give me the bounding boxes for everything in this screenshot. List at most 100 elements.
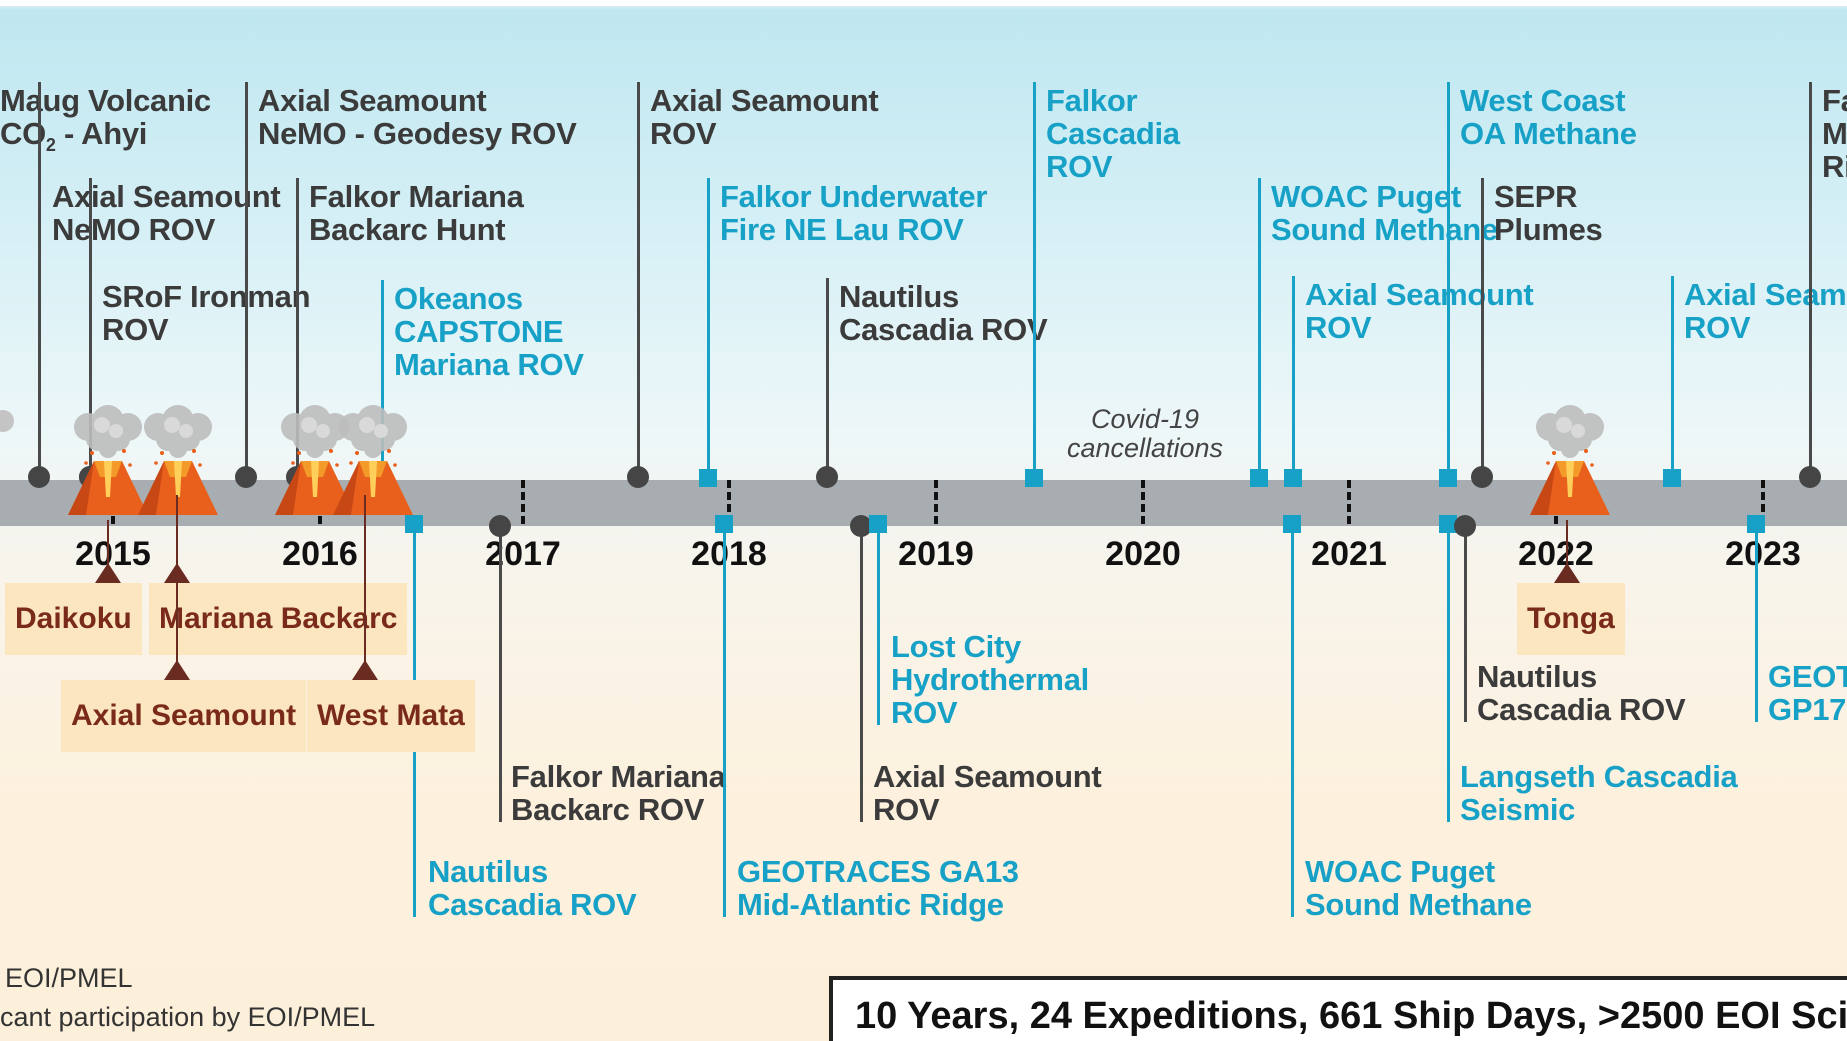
event-label-above-8: Nautilus Cascadia ROV xyxy=(839,280,1048,347)
event-label-line: Cascadia ROV xyxy=(1477,692,1686,727)
co2-subscript: 2 xyxy=(45,135,56,156)
legend-ship-led: EOI/PMEL xyxy=(5,963,133,993)
event-label-above-12: West Coast OA Methane xyxy=(1460,84,1637,150)
event-label-line: Maug Volcanic xyxy=(0,83,211,118)
event-label-below-1: Falkor Mariana Backarc ROV xyxy=(511,760,726,826)
event-label-line: Sound Methane xyxy=(1271,212,1498,247)
other-marker xyxy=(715,515,733,533)
event-label-line: Sound Methane xyxy=(1305,887,1532,922)
eruption-stem-3 xyxy=(364,495,366,664)
event-label-above-9: Falkor Cascadia ROV xyxy=(1046,84,1180,183)
event-label-line: GEOTRACES GA13 xyxy=(737,854,1019,889)
year-tick-2023 xyxy=(1761,480,1765,524)
other-marker xyxy=(869,515,887,533)
event-label-below-0: Nautilus Cascadia ROV xyxy=(428,854,637,922)
other-marker xyxy=(1250,469,1268,487)
event-label-above-11: Axial Seamount ROV xyxy=(1305,277,1534,344)
other-marker xyxy=(1439,469,1457,487)
event-label-line: Fire NE Lau ROV xyxy=(720,212,964,247)
volcano-icon xyxy=(138,405,218,515)
event-stem-below-6 xyxy=(1447,526,1450,822)
event-stem-above-13 xyxy=(1481,178,1484,480)
year-tick-2017 xyxy=(521,480,525,524)
event-label-line: Falkor Underwater xyxy=(720,179,988,214)
event-label-line: NeMO - Geodesy ROV xyxy=(258,116,577,151)
event-label-line: ROV xyxy=(891,695,958,730)
ship-marker xyxy=(1799,466,1821,488)
event-label-line: Mid-Atlantic Ridge xyxy=(737,887,1004,922)
volcano-icon xyxy=(68,405,148,515)
event-label-above-3: Axial Seamount NeMO - Geodesy ROV xyxy=(258,84,577,151)
eruption-label-2: Axial Seamount xyxy=(61,680,307,752)
event-label-line: OA Methane xyxy=(1460,116,1637,151)
eruption-stem-4 xyxy=(1566,520,1568,567)
event-label-line: Axial Seamount xyxy=(650,83,879,118)
event-label-line: Axial Seamount xyxy=(1305,277,1534,312)
event-label-above-14: Axial Seamo ROV xyxy=(1684,278,1847,344)
event-label-line: Falkor Mariana xyxy=(511,759,726,794)
event-label-line: Axial Seamount xyxy=(873,759,1102,794)
event-stem-below-8 xyxy=(1755,526,1758,722)
event-label-above-7: Falkor Underwater Fire NE Lau ROV xyxy=(720,180,987,246)
eruption-label-3: West Mata xyxy=(307,680,475,752)
event-label-line: ROV xyxy=(873,792,940,827)
year-label-2016: 2016 xyxy=(282,535,358,573)
event-label-line: Okeanos xyxy=(394,281,523,316)
eruption-pointer-icon xyxy=(95,563,121,583)
event-label-line: Lost City xyxy=(891,629,1021,664)
ship-marker xyxy=(1454,515,1476,537)
event-label-line: West Coast xyxy=(1460,83,1626,118)
event-label-above-2: SRoF Ironman ROV xyxy=(102,280,311,346)
event-label-line: Ri xyxy=(1822,149,1847,184)
legend-other-led: cant participation by EOI/PMEL xyxy=(0,1002,376,1032)
event-label-above-4: Falkor Mariana Backarc Hunt xyxy=(309,180,524,246)
event-label-below-2: GEOTRACES GA13 Mid-Atlantic Ridge xyxy=(737,855,1019,921)
other-marker xyxy=(1663,469,1681,487)
event-label-line: Falkor xyxy=(1046,83,1138,118)
event-label-line: Cascadia ROV xyxy=(428,887,637,922)
event-stem-below-3 xyxy=(860,526,863,822)
year-label-2019: 2019 xyxy=(898,535,974,573)
event-stem-above-7 xyxy=(707,178,710,480)
other-marker xyxy=(1284,469,1302,487)
event-label-line: WOAC Puget xyxy=(1271,179,1461,214)
year-tick-2020 xyxy=(1141,480,1145,524)
event-label-line: GP17 xyxy=(1768,692,1847,727)
year-label-2021: 2021 xyxy=(1311,535,1387,573)
event-stem-below-1 xyxy=(499,526,502,822)
ship-marker xyxy=(850,515,872,537)
event-label-below-7: Nautilus Cascadia ROV xyxy=(1477,660,1686,727)
volcano-plume-icon xyxy=(0,410,14,432)
event-stem-above-9 xyxy=(1033,82,1036,480)
event-stem-above-15 xyxy=(1809,82,1812,480)
event-label-line: Cascadia ROV xyxy=(839,312,1048,347)
event-label-line: ROV xyxy=(1684,310,1751,345)
event-stem-above-2 xyxy=(89,278,92,480)
event-label-line: Langseth Cascadia xyxy=(1460,759,1738,794)
eruption-label-0: Daikoku xyxy=(5,583,142,655)
event-stem-above-6 xyxy=(637,82,640,480)
event-label-line: Seismic xyxy=(1460,792,1576,827)
event-label-line: Hydrothermal xyxy=(891,662,1089,697)
ship-marker xyxy=(627,466,649,488)
other-marker xyxy=(1747,515,1765,533)
covid-note-line1: Covid-19 xyxy=(1090,404,1200,434)
event-label-line: ROV xyxy=(1046,149,1113,184)
event-label-line: Plumes xyxy=(1494,212,1603,247)
event-stem-above-8 xyxy=(826,278,829,480)
summary-banner: 10 Years, 24 Expeditions, 661 Ship Days,… xyxy=(829,976,1847,1041)
event-label-line: Nautilus xyxy=(428,854,548,889)
ship-marker xyxy=(816,466,838,488)
year-label-2017: 2017 xyxy=(485,535,561,573)
event-label-line: WOAC Puget xyxy=(1305,854,1495,889)
event-stem-below-5 xyxy=(1291,526,1294,917)
event-label-line: Axial Seamo xyxy=(1684,277,1847,312)
other-marker xyxy=(405,515,423,533)
year-tick-2019 xyxy=(934,480,938,524)
eruption-label-1: Mariana Backarc xyxy=(149,583,408,655)
year-label-2023: 2023 xyxy=(1725,535,1801,573)
event-stem-below-4 xyxy=(877,526,880,725)
volcano-icon xyxy=(1530,405,1610,515)
ship-marker xyxy=(1471,466,1493,488)
other-marker xyxy=(1025,469,1043,487)
